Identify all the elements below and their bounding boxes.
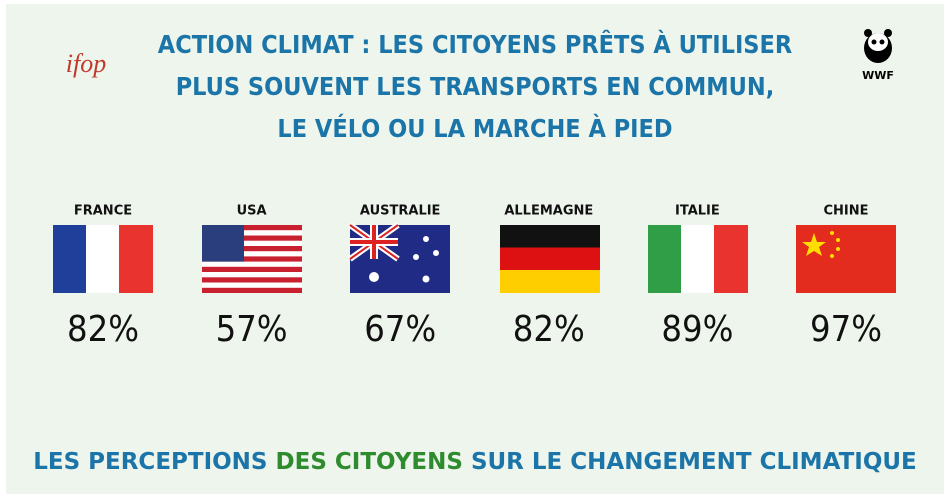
footer-part: SUR LE CHANGEMENT CLIMATIQUE xyxy=(463,449,917,475)
country-name: CHINE xyxy=(823,204,868,219)
title-line: PLUS SOUVENT LES TRANSPORTS EN COMMUN, xyxy=(176,72,775,101)
footer-part: LES PERCEPTIONS xyxy=(33,449,275,475)
title-line: ACTION CLIMAT : LES CITOYENS PRÊTS À UTI… xyxy=(158,30,792,59)
country-name: AUSTRALIE xyxy=(360,204,441,219)
wwf-logo: WWF xyxy=(862,29,894,82)
country-name: USA xyxy=(237,204,267,219)
country-percent: 97% xyxy=(810,309,882,350)
ifop-logo: ifop xyxy=(66,49,106,78)
flags xyxy=(53,222,896,293)
country-percent: 57% xyxy=(216,309,288,350)
country-name: ALLEMAGNE xyxy=(504,204,593,219)
title-line: LE VÉLO OU LA MARCHE À PIED xyxy=(277,114,672,143)
footer-part: DES CITOYENS xyxy=(276,449,463,475)
flag-italy xyxy=(648,225,748,293)
flag-australia xyxy=(348,222,450,293)
wwf-text: WWF xyxy=(862,69,894,82)
background xyxy=(6,4,944,494)
country-percent: 67% xyxy=(364,309,436,350)
footer: LES PERCEPTIONS DES CITOYENS SUR LE CHAN… xyxy=(33,449,917,475)
flag-germany xyxy=(500,225,600,293)
country-percent: 82% xyxy=(513,309,585,350)
country-percent: 82% xyxy=(67,309,139,350)
country-percent: 89% xyxy=(661,309,733,350)
flag-china xyxy=(796,225,896,293)
flag-france xyxy=(53,225,153,293)
flag-usa xyxy=(202,225,302,293)
country-name: ITALIE xyxy=(675,204,720,219)
country-name: FRANCE xyxy=(74,204,132,219)
